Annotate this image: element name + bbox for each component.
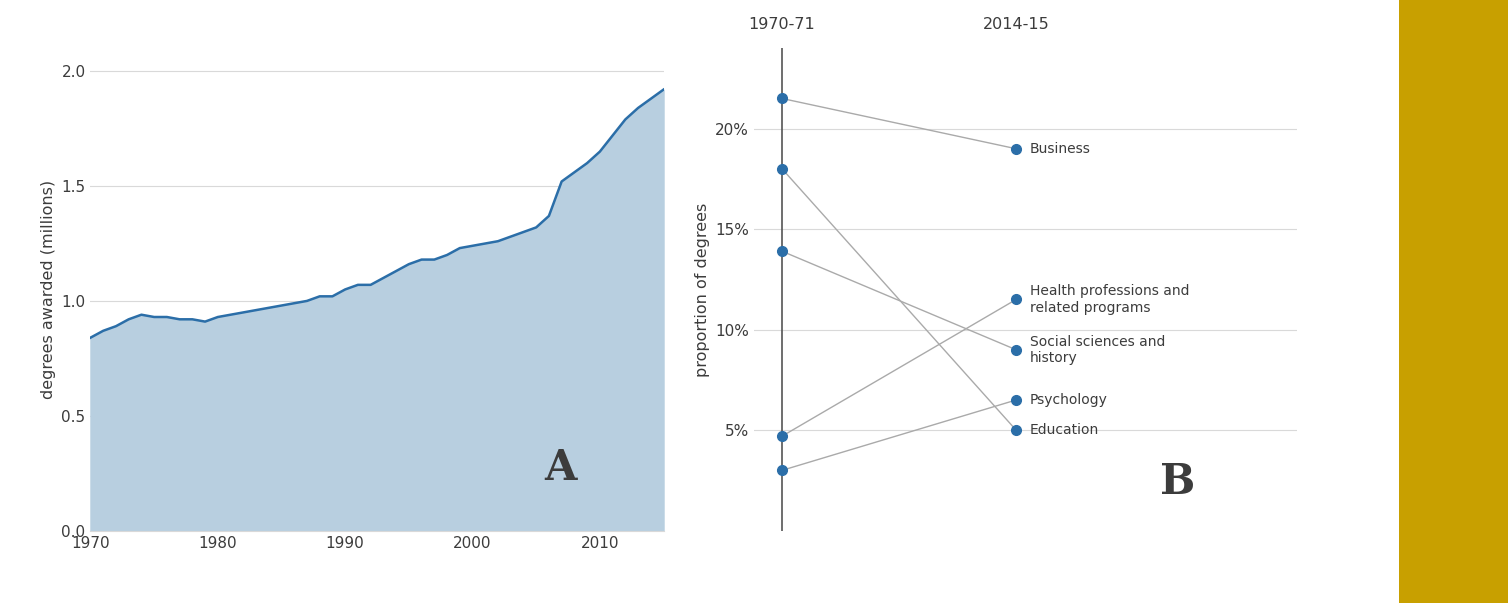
Text: A: A <box>544 447 576 489</box>
Y-axis label: proportion of degrees: proportion of degrees <box>695 203 710 376</box>
Text: 1970-71: 1970-71 <box>748 17 816 32</box>
Text: 2014-15: 2014-15 <box>983 17 1050 32</box>
Text: ugly: ugly <box>1428 27 1479 47</box>
Text: B: B <box>1160 461 1194 504</box>
Text: Social sciences and
history: Social sciences and history <box>1030 335 1166 365</box>
Text: Education: Education <box>1030 423 1099 437</box>
Y-axis label: degrees awarded (millions): degrees awarded (millions) <box>41 180 56 399</box>
Text: Health professions and
related programs: Health professions and related programs <box>1030 285 1190 315</box>
Text: Business: Business <box>1030 142 1090 156</box>
Text: Psychology: Psychology <box>1030 393 1108 407</box>
